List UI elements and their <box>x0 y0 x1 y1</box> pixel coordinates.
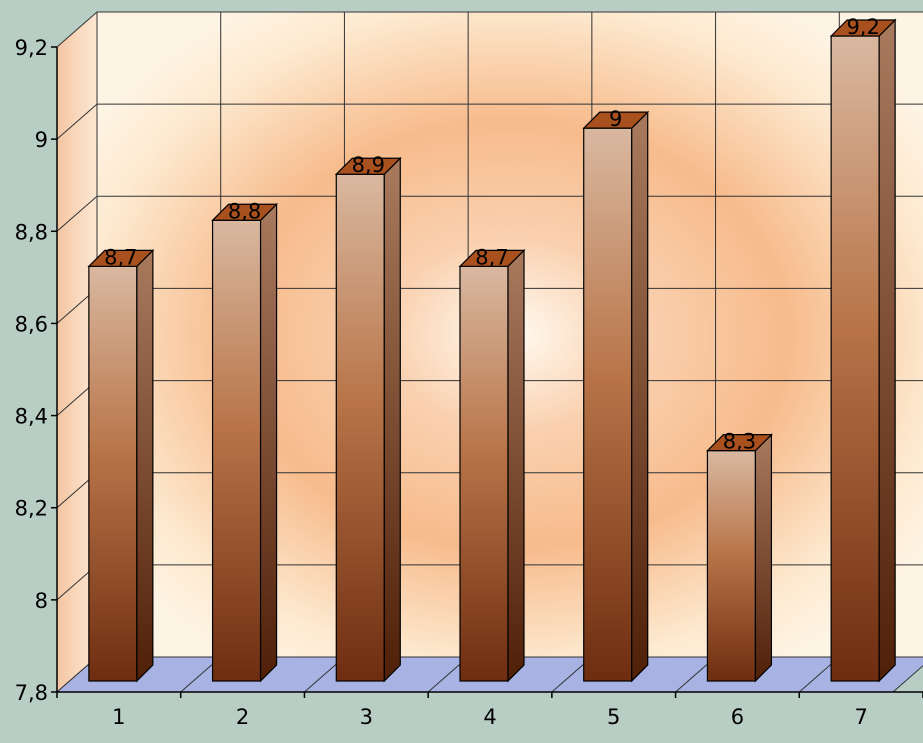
y-tick-label: 8 <box>35 589 48 613</box>
bar-front <box>830 35 880 682</box>
bar-cap <box>829 19 897 37</box>
bar-cap <box>582 111 650 129</box>
y-tick-label: 8,8 <box>15 220 48 244</box>
y-tick-label: 9 <box>35 128 48 152</box>
bar-series: 8,7 8,8 8,9 8,7 9 8,3 9,2 <box>87 15 897 683</box>
y-tick-label: 8,4 <box>15 405 48 429</box>
bar-cap <box>334 157 402 175</box>
bar: 8,7 <box>458 245 526 683</box>
bar: 8,7 <box>87 245 155 683</box>
bar-data-label: 9 <box>609 107 622 131</box>
bar-side <box>507 248 525 683</box>
bar-side <box>383 156 401 683</box>
bar-data-label: 8,7 <box>475 245 508 269</box>
bar-side <box>259 202 278 683</box>
x-tick-label: 4 <box>483 705 496 729</box>
bar-side <box>631 110 649 683</box>
bar: 8,8 <box>211 199 279 683</box>
bar-data-label: 8,9 <box>352 153 385 177</box>
x-axis: 1 2 3 4 5 6 7 <box>56 691 923 729</box>
bar-front <box>88 265 138 682</box>
bar-data-label: 8,7 <box>104 245 137 269</box>
y-axis: 7,8 8 8,2 8,4 8,6 8,8 9 9,2 <box>15 36 58 705</box>
bar-data-label: 9,2 <box>846 15 879 39</box>
bar: 8,9 <box>334 153 402 683</box>
bar-cap <box>705 434 773 452</box>
x-tick-label: 5 <box>607 705 620 729</box>
side-wall <box>57 12 97 692</box>
bar-side <box>754 433 773 683</box>
bar-data-label: 8,8 <box>228 199 261 223</box>
bar-cap <box>458 249 526 267</box>
x-tick-label: 6 <box>731 705 744 729</box>
bar: 9,2 <box>829 15 897 683</box>
x-tick-label: 1 <box>112 705 125 729</box>
bar-cap <box>87 249 155 267</box>
bar-front <box>335 173 385 682</box>
bar-data-label: 8,3 <box>723 430 756 454</box>
x-tick-label: 7 <box>854 705 867 729</box>
y-tick-label: 8,2 <box>15 497 48 521</box>
bar-front <box>706 450 757 682</box>
bar-cap <box>211 203 279 221</box>
x-tick-label: 2 <box>236 705 249 729</box>
bar-side <box>136 248 154 683</box>
bar: 8,3 <box>705 430 773 683</box>
y-tick-label: 8,6 <box>15 312 48 336</box>
y-tick-label: 7,8 <box>15 681 48 705</box>
bar-front <box>583 127 633 682</box>
x-tick-label: 3 <box>360 705 373 729</box>
bar-front <box>459 265 509 682</box>
y-tick-label: 9,2 <box>15 36 48 60</box>
bar-front <box>211 219 262 682</box>
bar-side <box>878 18 896 683</box>
bar: 9 <box>582 107 650 683</box>
